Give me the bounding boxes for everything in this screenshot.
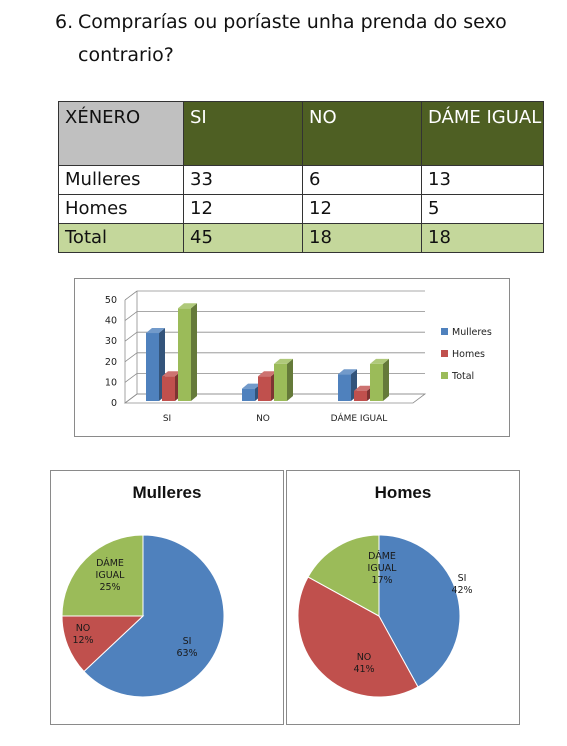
legend-label: Homes — [452, 349, 485, 360]
gridline-side — [124, 311, 138, 321]
slice-label: IGUAL — [368, 563, 398, 574]
y-tick-label: 0 — [111, 398, 117, 409]
bar — [162, 376, 175, 401]
pie-slice — [307, 534, 380, 617]
bar-top — [146, 328, 165, 334]
y-tick-label: 10 — [105, 377, 117, 388]
slice-percent: 42% — [451, 585, 472, 596]
question-text: Comprarías ou poríaste unha prenda do se… — [78, 11, 507, 66]
header-cell-no: NO — [302, 101, 422, 166]
table-header-row: XÉNERO SI NO DÁME IGUAL — [58, 101, 544, 166]
table-cell: 45 — [183, 223, 303, 253]
legend-label: Mulleres — [452, 327, 492, 338]
slice-label: NO — [357, 652, 372, 663]
legend-swatch — [441, 372, 448, 379]
question-number: 6. — [55, 11, 74, 33]
x-tick-label: NO — [256, 414, 270, 424]
table-cell: 6 — [302, 165, 422, 195]
y-tick-label: 20 — [105, 357, 117, 368]
bar-top — [354, 385, 373, 391]
pie-title: Mulleres — [132, 483, 202, 502]
header-cell-dame-igual: DÁME IGUAL — [421, 101, 544, 166]
bar-chart: 0 10 20 30 40 50 SI NO DÁME IGUAL Mulleres Homes To… — [74, 278, 510, 437]
pie-title: Homes — [374, 483, 432, 502]
bar-top — [274, 358, 293, 364]
chart-floor — [123, 393, 427, 404]
header-cell-xenero: XÉNERO — [58, 101, 184, 166]
pie-slice — [83, 534, 225, 698]
bar-top — [162, 371, 181, 377]
bar-top — [258, 371, 277, 377]
table-row: Mulleres 33 6 13 — [58, 165, 544, 195]
bar — [370, 363, 383, 401]
table-cell: 33 — [183, 165, 303, 195]
slice-label: DÁME — [96, 557, 124, 569]
header-cell-si: SI — [183, 101, 303, 166]
slice-label: DÁME — [368, 550, 396, 562]
bar-side — [383, 358, 389, 401]
bar-top — [338, 369, 357, 375]
table-cell: 12 — [302, 194, 422, 224]
gridline-side — [124, 331, 138, 342]
slice-label: SI — [458, 573, 467, 584]
x-tick-label: DÁME IGUAL — [331, 412, 388, 424]
gridline-side — [124, 290, 138, 301]
slice-percent: 25% — [99, 582, 120, 593]
bar-top — [242, 383, 261, 389]
legend-swatch — [441, 350, 448, 357]
y-tick-label: 30 — [105, 336, 117, 347]
row-label: Mulleres — [58, 165, 184, 195]
bar-top — [178, 303, 197, 309]
slice-percent: 12% — [72, 635, 93, 646]
gridline-side — [124, 373, 138, 383]
bar — [354, 390, 367, 401]
slice-label: NO — [76, 623, 91, 634]
bar — [178, 308, 191, 401]
gridline-side — [124, 352, 138, 363]
pie-slice — [61, 534, 144, 617]
table-row-total: Total 45 18 18 — [58, 223, 544, 253]
x-tick-label: SI — [163, 414, 171, 424]
bar-side — [287, 358, 293, 401]
pie-slice — [378, 534, 461, 688]
table-cell: 18 — [421, 223, 544, 253]
bar — [242, 388, 255, 401]
pie-slice — [61, 615, 145, 673]
question-title: 6. Comprarías ou poríaste unha prenda do… — [55, 6, 555, 72]
slice-label: IGUAL — [96, 570, 126, 581]
y-tick-label: 50 — [105, 295, 117, 306]
bar — [338, 374, 351, 401]
table-cell: 18 — [302, 223, 422, 253]
slice-percent: 63% — [176, 648, 197, 659]
table-cell: 12 — [183, 194, 303, 224]
table-cell: 13 — [421, 165, 544, 195]
results-table: XÉNERO SI NO DÁME IGUAL Mulleres 33 6 13… — [58, 101, 544, 253]
bar — [258, 376, 271, 401]
legend-label: Total — [451, 371, 474, 382]
slice-label: SI — [183, 636, 192, 647]
legend-swatch — [441, 328, 448, 335]
bar-chart-svg: 0 10 20 30 40 50 SI NO DÁME IGUAL Mulleres Homes To… — [105, 290, 492, 424]
y-tick-label: 40 — [105, 316, 117, 327]
slice-percent: 17% — [371, 575, 392, 586]
bar — [146, 333, 159, 401]
slice-percent: 41% — [353, 664, 374, 675]
table-cell: 5 — [421, 194, 544, 224]
row-label: Homes — [58, 194, 184, 224]
pie-slice — [297, 576, 419, 698]
pie-chart-homes: Homes SI 42% NO 41% DÁME IGUAL 17% — [286, 470, 520, 725]
pie-chart-mulleres: Mulleres SI 63% NO 12% DÁME IGUAL 25% — [50, 470, 284, 725]
bar-side — [191, 303, 197, 401]
bar-top — [370, 358, 389, 364]
table-row: Homes 12 12 5 — [58, 194, 544, 224]
bar — [274, 363, 287, 401]
row-label: Total — [58, 223, 184, 253]
